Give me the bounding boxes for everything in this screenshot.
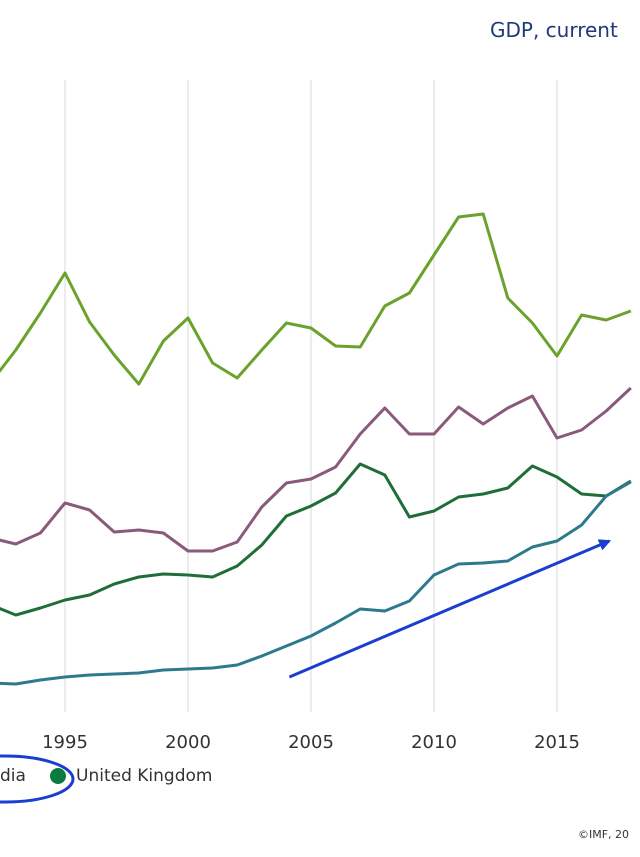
- trend-arrow: [288, 539, 612, 679]
- series-lines: [0, 212, 632, 686]
- chart-title: GDP, current: [490, 18, 618, 42]
- legend-item-united-kingdom[interactable]: United Kingdom: [50, 766, 212, 786]
- series-line-0: [0, 212, 632, 386]
- series-line-1: [0, 386, 632, 553]
- vertical-grid: [64, 80, 558, 712]
- legend-label-united-kingdom: United Kingdom: [76, 766, 213, 786]
- series-line-united-kingdom: [0, 462, 632, 617]
- x-tick-2005: 2005: [288, 732, 334, 753]
- x-tick-1995: 1995: [42, 732, 88, 753]
- chart-credit: ©IMF, 20: [578, 828, 630, 841]
- x-tick-2000: 2000: [165, 732, 211, 753]
- legend-highlight-circle: [0, 754, 75, 804]
- legend-dot-united-kingdom: [50, 768, 66, 784]
- legend-label-india: dia: [0, 766, 26, 786]
- legend-item-india[interactable]: dia: [0, 766, 26, 786]
- x-tick-2010: 2010: [411, 732, 457, 753]
- x-tick-2015: 2015: [534, 732, 580, 753]
- trend-arrow-annotation: [288, 539, 612, 679]
- series-line-3: [0, 480, 632, 686]
